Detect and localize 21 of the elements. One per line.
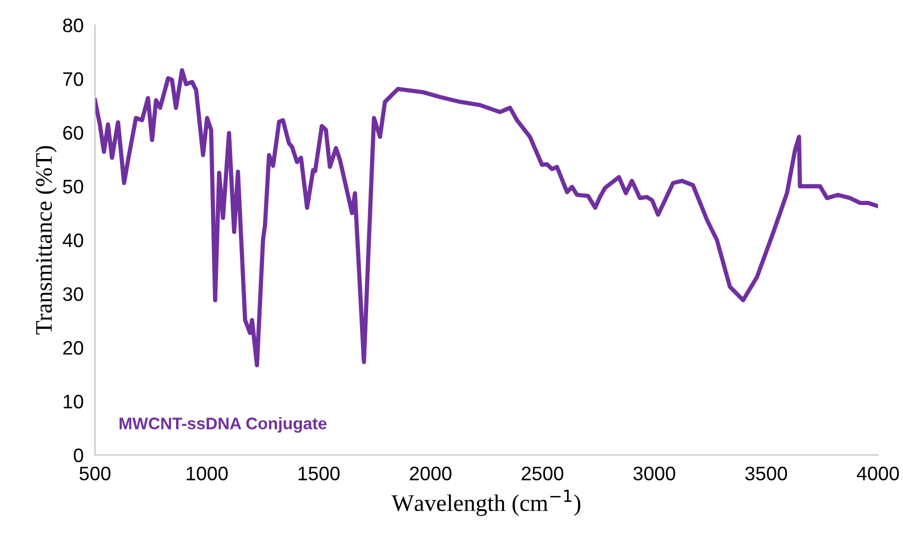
- y-tick-label: 50: [63, 180, 84, 194]
- y-tick-label: 0: [74, 448, 84, 462]
- y-tick-label: 20: [63, 340, 84, 355]
- y-tick-label: 10: [64, 394, 84, 408]
- x-tick-label: 4000: [856, 466, 899, 480]
- annotation: MWCNT-ssDNA Conjugate: [120, 417, 327, 433]
- y-tick-label: 70: [63, 72, 84, 86]
- x-tick-label: 2500: [522, 466, 564, 480]
- x-tick-label: 1000: [186, 466, 228, 480]
- y-tick-label: 80: [63, 18, 84, 32]
- x-tick-label: 2000: [410, 466, 452, 480]
- y-tick-label: 40: [62, 233, 84, 248]
- y-tick-label: 60: [63, 126, 84, 140]
- x-axis-title: Wavelength (cm$^{−1}$): [392, 490, 580, 516]
- line-series: [95, 68, 878, 368]
- y-tick-label: 30: [63, 287, 84, 301]
- x-tick-label: 3000: [633, 466, 676, 480]
- x-tick-label: 3500: [745, 466, 788, 480]
- y-axis-title: Transmittance (%T): [35, 146, 57, 335]
- x-tick-label: 1500: [298, 466, 340, 480]
- x-tick-label: 500: [80, 466, 110, 480]
